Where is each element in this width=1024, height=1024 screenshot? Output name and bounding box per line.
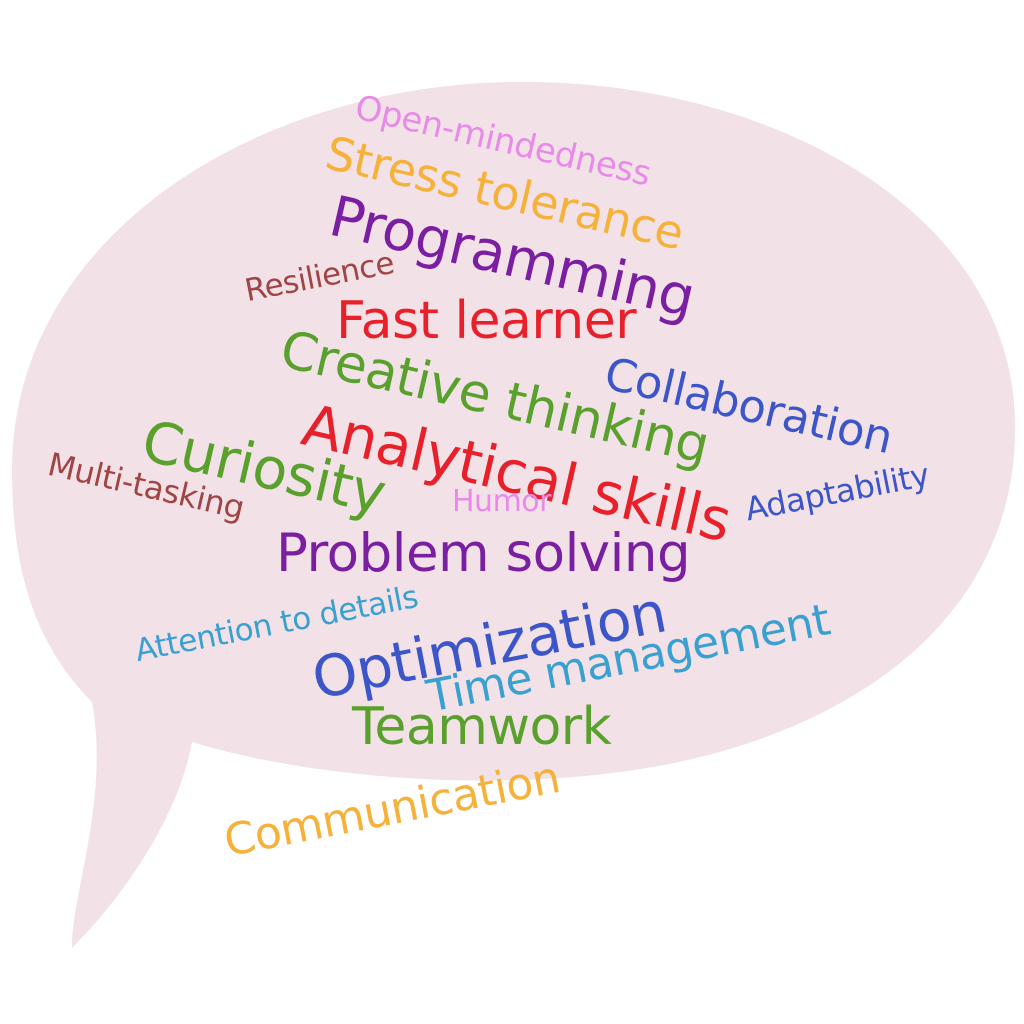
word-fast-learner: Fast learner bbox=[336, 291, 637, 351]
word-problem-solving: Problem solving bbox=[276, 523, 691, 584]
speech-bubble-shape bbox=[12, 81, 1016, 949]
word-humor: Humor bbox=[452, 484, 551, 519]
word-teamwork: Teamwork bbox=[352, 697, 612, 757]
